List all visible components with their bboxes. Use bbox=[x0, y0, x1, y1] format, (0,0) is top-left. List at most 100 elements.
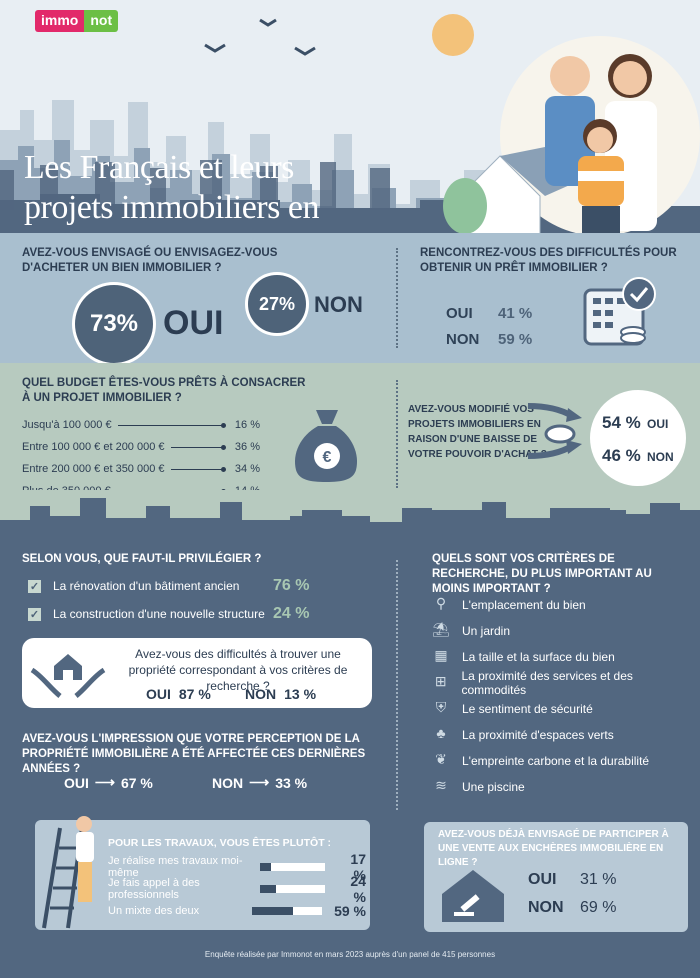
arrow-right-icon: ⟶ bbox=[94, 774, 115, 790]
q-find-yes-label: OUI bbox=[146, 686, 171, 702]
q-criteria-list: ⚲ L'emplacement du bien ⛱ Un jardin ▦ La ta… bbox=[430, 592, 695, 800]
works-row-label: Un mixte des deux bbox=[108, 905, 200, 917]
q-perception-yes: OUI ⟶ 67 % bbox=[64, 774, 153, 791]
q-loan-row-value: 41 % bbox=[498, 304, 533, 322]
criteria-item-label: La proximité d'espaces verts bbox=[462, 728, 614, 742]
q-loan-row: NON 59 % bbox=[446, 326, 546, 352]
q-works-results: Je réalise mes travaux moi-même 17 % Je f… bbox=[108, 851, 366, 922]
q-loan-question: RENCONTREZ-VOUS DES DIFFICULTÉS POUR OBT… bbox=[420, 247, 677, 274]
q-find-no-pct: 13 % bbox=[284, 686, 317, 702]
q-budget-results: Jusqu'à 100 000 € 16 % Entre 100 000 € et… bbox=[22, 414, 260, 502]
q-perception-no-label: NON bbox=[212, 774, 244, 791]
q-buy-question: AVEZ-VOUS ENVISAGÉ OU ENVISAGEZ-VOUS D'A… bbox=[22, 247, 278, 274]
family-house-illustration bbox=[443, 36, 700, 236]
auction-row-label: NON bbox=[528, 899, 564, 916]
pool-icon: ≋ bbox=[435, 777, 447, 793]
criteria-item-label: La taille et la surface du bien bbox=[462, 650, 615, 664]
criteria-item: ⛨ Le sentiment de sécurité bbox=[430, 696, 695, 722]
criteria-item: ≋ Une piscine bbox=[430, 774, 695, 800]
priority-row-label: La construction d'une nouvelle structure bbox=[53, 607, 265, 621]
q-modify-circle bbox=[590, 390, 686, 486]
criteria-item: ⚲ L'emplacement du bien bbox=[430, 592, 695, 618]
q-criteria-question: QUELS SONT VOS CRITÈRES DE RECHERCHE, DU… bbox=[432, 553, 652, 595]
q-auction-question: AVEZ-VOUS DÉJÀ ENVISAGÉ DE PARTICIPER À … bbox=[438, 829, 669, 868]
works-bar bbox=[260, 885, 325, 893]
q-perception-no: NON ⟶ 33 % bbox=[212, 774, 307, 791]
arrow-right-icon: ⟶ bbox=[249, 774, 270, 790]
criteria-item-label: Le sentiment de sécurité bbox=[462, 702, 593, 716]
q-modify-no-label: NON bbox=[647, 450, 674, 464]
works-row: Un mixte des deux 59 % bbox=[108, 900, 366, 922]
divider bbox=[396, 248, 398, 348]
divider bbox=[396, 560, 398, 810]
works-bar bbox=[260, 863, 325, 871]
budget-row-value: 36 % bbox=[234, 441, 260, 453]
q-find-question: Avez-vous des difficultés à trouver une … bbox=[128, 647, 348, 693]
auction-row: NON 69 % bbox=[528, 894, 628, 922]
sun-icon bbox=[432, 14, 474, 56]
section-budget-modify bbox=[0, 363, 700, 503]
criteria-item-label: Une piscine bbox=[462, 780, 525, 794]
q-perception-no-pct: 33 % bbox=[275, 774, 308, 791]
q-loan-row-label: NON bbox=[446, 330, 480, 348]
works-row-value: 17 % bbox=[350, 851, 366, 883]
works-row: Je réalise mes travaux moi-même 17 % bbox=[108, 851, 366, 883]
criteria-item-label: La proximité des services et des commodi… bbox=[461, 669, 633, 697]
priority-row-value: 24 % bbox=[273, 605, 310, 622]
q-perception-yes-pct: 67 % bbox=[120, 774, 153, 791]
budget-row-label: Jusqu'à 100 000 € bbox=[22, 419, 112, 431]
security-icon: ⛨ bbox=[435, 699, 447, 715]
q-modify-question: AVEZ-VOUS MODIFIÉ VOS PROJETS IMMOBILIER… bbox=[408, 404, 547, 460]
divider bbox=[396, 380, 398, 488]
q-buy-no-label: NON bbox=[314, 292, 363, 317]
criteria-item: ⛱ Un jardin bbox=[430, 618, 695, 644]
priority-row: ✓ La rénovation d'un bâtiment ancien 76 % bbox=[28, 572, 328, 600]
floor-plan-icon: ▦ bbox=[434, 647, 448, 663]
auction-row: OUI 31 % bbox=[528, 866, 628, 894]
check-icon: ✓ bbox=[28, 579, 41, 593]
painter-ladder-icon bbox=[42, 816, 94, 929]
leaf-hand-icon: ❦ bbox=[435, 751, 447, 767]
priority-row-label: La rénovation d'un bâtiment ancien bbox=[53, 579, 240, 593]
q-find-no: NON 13 % bbox=[245, 686, 316, 702]
auction-row-label: OUI bbox=[528, 871, 557, 888]
arrows-icon bbox=[527, 403, 582, 459]
criteria-item: ♣ La proximité d'espaces verts bbox=[430, 722, 695, 748]
priority-row: ✓ La construction d'une nouvelle structur… bbox=[28, 600, 328, 628]
works-row-value: 59 % bbox=[334, 903, 366, 919]
budget-row: Entre 100 000 € et 200 000 € 36 % bbox=[22, 436, 260, 458]
q-find-no-label: NON bbox=[245, 686, 277, 702]
q-priority-results: ✓ La rénovation d'un bâtiment ancien 76 % … bbox=[28, 572, 328, 628]
q-modify-yes-pct: 54 % bbox=[602, 413, 641, 432]
q-loan-row-value: 59 % bbox=[498, 330, 533, 348]
q-works-question: POUR LES TRAVAUX, VOUS ÊTES PLUTÔT : bbox=[108, 837, 332, 849]
budget-row-label: Entre 100 000 € et 200 000 € bbox=[22, 441, 165, 453]
q-perception-question: AVEZ-VOUS L'IMPRESSION QUE VOTRE PERCEPT… bbox=[22, 733, 366, 775]
q-find-yes: OUI 87 % bbox=[146, 686, 211, 702]
budget-row: Jusqu'à 100 000 € 16 % bbox=[22, 414, 260, 436]
birds-icon bbox=[204, 18, 316, 56]
logo-part2: not bbox=[84, 10, 119, 32]
city-skyline-lower bbox=[0, 490, 700, 534]
criteria-item-label: L'emplacement du bien bbox=[462, 598, 586, 612]
q-loan-row: OUI 41 % bbox=[446, 300, 546, 326]
criteria-item: ▦ La taille et la surface du bien bbox=[430, 644, 695, 670]
q-priority-question: SELON VOUS, QUE FAUT-IL PRIVILÉGIER ? bbox=[22, 553, 262, 565]
garden-table-icon: ⛱ bbox=[432, 621, 450, 637]
q-buy-yes-pct: 73% bbox=[72, 282, 156, 366]
q-budget-question: QUEL BUDGET ÊTES-VOUS PRÊTS À CONSACRER … bbox=[22, 377, 306, 404]
works-bar bbox=[252, 907, 322, 915]
works-row: Je fais appel à des professionnels 24 % bbox=[108, 873, 366, 905]
basket-icon: ⊞ bbox=[434, 673, 447, 689]
house-gavel-icon bbox=[442, 870, 504, 922]
criteria-item-label: Un jardin bbox=[462, 624, 511, 638]
svg-text:€: € bbox=[323, 449, 332, 466]
footer-note: Enquête réalisée par Immonot en mars 202… bbox=[204, 950, 496, 959]
budget-row: Entre 200 000 € et 350 000 € 34 % bbox=[22, 458, 260, 480]
works-row-label: Je fais appel à des professionnels bbox=[108, 877, 200, 901]
q-auction-results: OUI 31 % NON 69 % bbox=[528, 866, 628, 922]
q-buy-yes-label: OUI bbox=[163, 304, 224, 342]
logo-part1: immo bbox=[35, 10, 85, 32]
q-loan-row-label: OUI bbox=[446, 304, 473, 322]
criteria-item: ⊞ La proximité des services et des commod… bbox=[430, 669, 695, 697]
